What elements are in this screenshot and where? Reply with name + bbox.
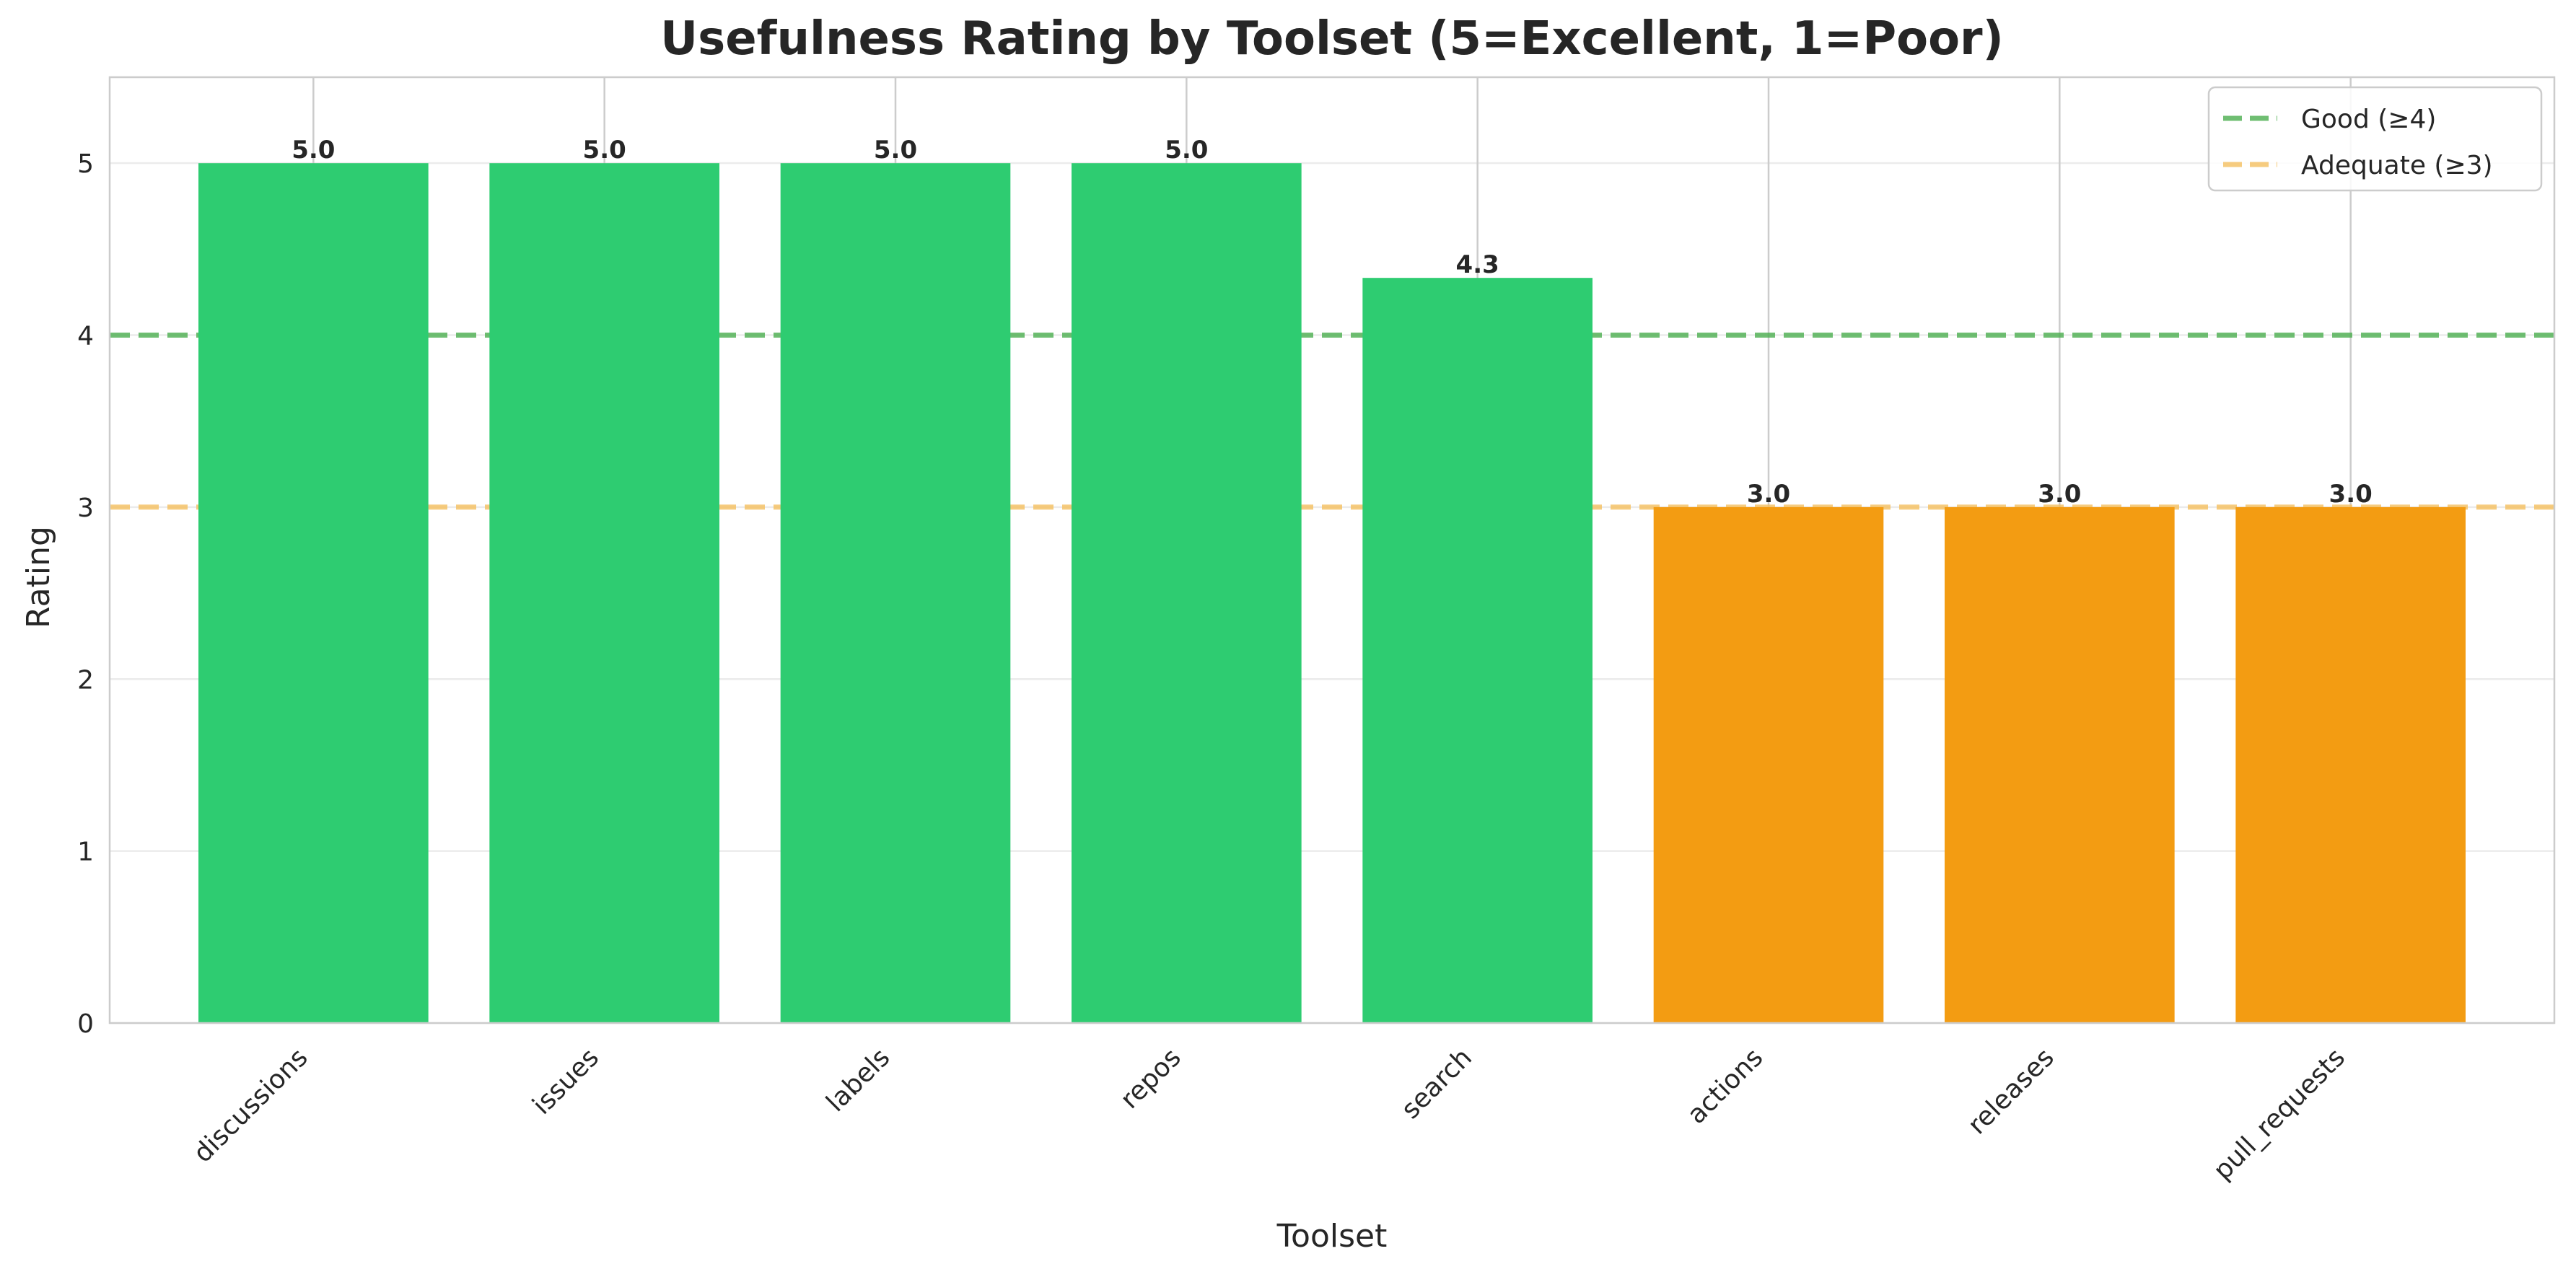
bar-value-labels: 5.0 5.0 5.0 5.0 4.3 3.0 3.0 3.0 [292, 136, 2373, 509]
bar-repos [1072, 163, 1302, 1023]
plot-frame [108, 76, 2556, 1024]
bar-actions [1653, 506, 1884, 1023]
bar-releases [1945, 506, 2175, 1023]
legend: Good (≥4) Adequate (≥3) [2207, 86, 2543, 192]
y-axis-ticks: 0 1 2 3 4 5 [77, 149, 94, 1039]
x-axis-label: Toolset [1276, 1218, 1388, 1255]
bar-value-label: 5.0 [583, 136, 626, 164]
legend-box [2207, 86, 2543, 192]
y-tick-label: 2 [77, 665, 94, 695]
bar-labels [780, 163, 1011, 1023]
bar-search [1362, 278, 1593, 1023]
bar-value-label: 3.0 [1747, 480, 1790, 509]
bar-value-label: 3.0 [2038, 480, 2081, 509]
legend-label: Good (≥4) [2301, 105, 2436, 134]
y-tick-label: 0 [77, 1009, 94, 1039]
bar-issues [489, 163, 719, 1023]
bar-value-label: 5.0 [874, 136, 917, 164]
y-axis-label: Rating [20, 526, 57, 628]
bar-discussions [198, 163, 429, 1023]
bar-value-label: 5.0 [1165, 136, 1208, 164]
legend-label: Adequate (≥3) [2301, 151, 2493, 180]
y-tick-label: 5 [77, 149, 94, 179]
y-tick-label: 4 [77, 322, 94, 351]
chart-title: Usefulness Rating by Toolset (5=Excellen… [660, 12, 2004, 66]
bar-value-label: 3.0 [2329, 480, 2373, 509]
bar-value-label: 5.0 [292, 136, 335, 164]
y-tick-label: 3 [77, 493, 94, 523]
y-tick-label: 1 [77, 838, 94, 867]
bars [198, 163, 2466, 1023]
bar-pull_requests [2235, 506, 2466, 1023]
bar-value-label: 4.3 [1456, 250, 1499, 279]
